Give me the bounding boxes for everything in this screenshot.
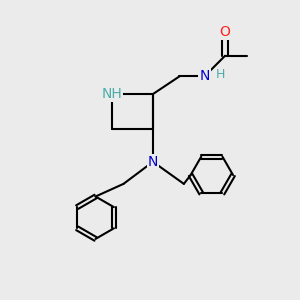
Text: NH: NH (101, 87, 122, 101)
Text: H: H (216, 68, 225, 81)
Text: O: O (220, 25, 230, 39)
Text: N: N (199, 69, 210, 83)
Text: N: N (148, 155, 158, 169)
